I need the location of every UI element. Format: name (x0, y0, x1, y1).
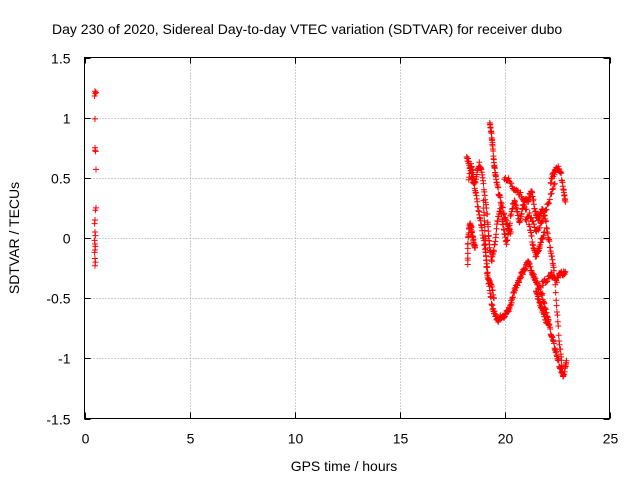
x-tick-label: 5 (187, 431, 195, 447)
data-point (553, 302, 560, 309)
data-point (480, 197, 487, 204)
data-point (465, 240, 471, 247)
data-point (520, 198, 527, 205)
data-point (546, 238, 553, 245)
data-point (92, 207, 99, 214)
data-point (543, 206, 550, 213)
x-axis-label: GPS time / hours (291, 458, 398, 474)
plot-frame (84, 57, 610, 419)
data-point (551, 180, 558, 187)
x-tick-label: 15 (393, 431, 409, 447)
chart-title: Day 230 of 2020, Sidereal Day-to-day VTE… (52, 21, 562, 37)
data-point (92, 262, 98, 269)
data-point (481, 221, 488, 228)
data-point (558, 369, 565, 376)
data-point (91, 220, 98, 227)
data-points (91, 88, 570, 380)
data-point (91, 93, 98, 99)
data-point (483, 264, 490, 271)
data-point (91, 249, 98, 256)
data-point (472, 244, 479, 251)
y-tick-label: -1.5 (46, 412, 70, 428)
data-point (540, 215, 547, 222)
y-tick-label: 1.5 (51, 51, 71, 67)
data-point (526, 210, 533, 216)
data-point (528, 214, 535, 221)
data-point (547, 326, 554, 332)
data-point (93, 166, 99, 173)
y-tick-label: 0 (63, 231, 71, 247)
data-point (530, 221, 537, 228)
data-point (495, 184, 502, 191)
data-point (92, 115, 98, 122)
data-point (563, 357, 570, 364)
data-point (545, 321, 552, 328)
x-tick-label: 0 (82, 431, 90, 447)
data-point (546, 200, 552, 206)
y-tick-label: -1 (58, 351, 71, 367)
y-tick-labels: -1.5 -1 -0.5 0 0.5 1 1.5 (46, 51, 70, 428)
data-point (546, 196, 553, 203)
y-axis-label: SDTVAR / TECUs (6, 182, 22, 294)
data-point (504, 237, 511, 243)
data-point (545, 200, 552, 207)
data-point (93, 89, 99, 96)
x-tick-label: 25 (603, 431, 619, 447)
data-point (493, 231, 500, 238)
data-point (520, 196, 526, 203)
y-tick-label: 1 (63, 111, 71, 127)
data-point (562, 268, 569, 275)
data-point (481, 227, 488, 234)
axis-ticks (84, 57, 611, 420)
data-point (523, 206, 530, 213)
data-point (92, 147, 99, 154)
data-point (484, 211, 491, 218)
y-tick-label: 0.5 (51, 171, 71, 187)
data-point (517, 189, 524, 196)
x-tick-label: 20 (498, 431, 514, 447)
x-tick-label: 10 (288, 431, 304, 447)
data-point (555, 332, 562, 339)
data-point (482, 235, 489, 242)
data-point (508, 180, 515, 187)
data-point (558, 170, 565, 177)
data-point (552, 289, 559, 296)
data-point (491, 248, 497, 255)
data-point (499, 204, 506, 211)
data-point (491, 295, 497, 302)
data-point (562, 198, 569, 205)
data-point (555, 323, 562, 329)
data-point (507, 229, 514, 235)
data-point (543, 278, 550, 285)
data-point (480, 180, 487, 187)
data-point (548, 190, 555, 197)
data-point (530, 218, 537, 225)
grid-lines (84, 57, 610, 419)
data-point (540, 282, 547, 289)
data-point (554, 312, 561, 319)
x-tick-labels: 0 5 10 15 20 25 (82, 431, 619, 447)
data-point (481, 212, 488, 219)
data-point (549, 186, 556, 193)
data-point (541, 212, 547, 219)
data-point (553, 297, 560, 304)
data-point (550, 185, 557, 192)
data-point (539, 290, 546, 297)
data-point (528, 233, 535, 239)
data-point (546, 275, 552, 282)
data-point (470, 166, 476, 173)
y-tick-label: -0.5 (46, 291, 70, 307)
data-point (483, 257, 490, 264)
data-point (490, 148, 497, 154)
data-point (538, 219, 545, 226)
data-point (505, 175, 512, 182)
data-point (555, 357, 562, 364)
data-point (541, 229, 548, 235)
data-point (536, 224, 543, 231)
data-point (497, 194, 504, 201)
data-point (92, 232, 99, 239)
